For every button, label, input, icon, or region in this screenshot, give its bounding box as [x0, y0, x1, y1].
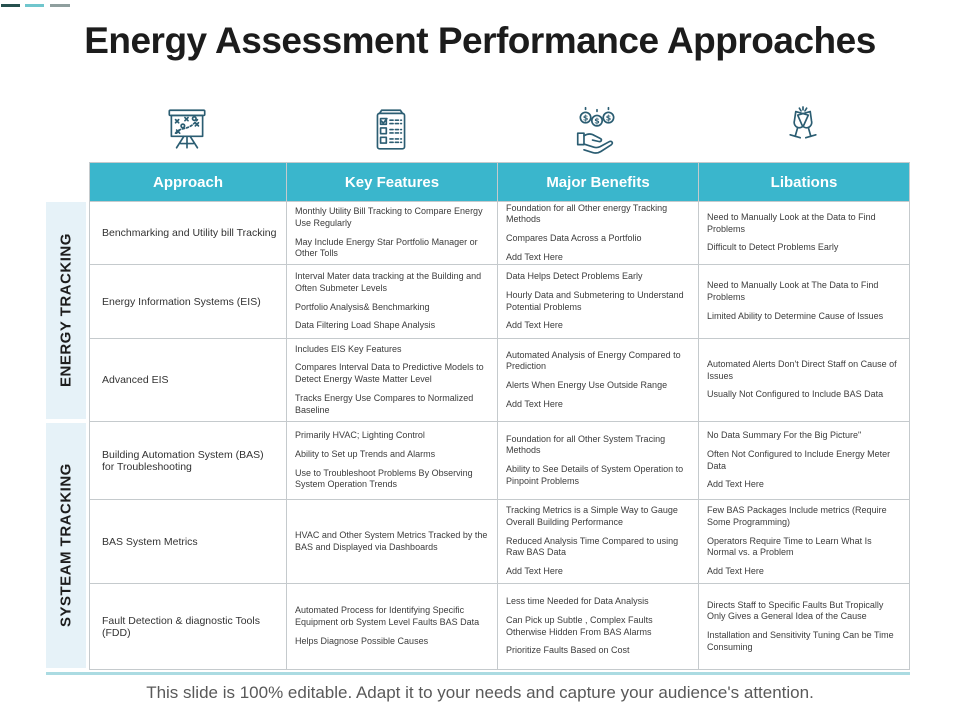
- libation-item: Need to Manually Look at the Data to Fin…: [707, 211, 876, 234]
- libations-cell: No Data Summary For the Big Picture" Oft…: [699, 422, 909, 499]
- libation-item: Need to Manually Look at The Data to Fin…: [707, 280, 879, 303]
- libation-item: Often Not Configured to Include Energy M…: [707, 448, 891, 471]
- libations-cell: Directs Staff to Specific Faults But Tro…: [699, 584, 909, 669]
- feature-item: Includes EIS Key Features: [295, 343, 402, 354]
- group-label-systeam-tracking: SYSTEAM TRACKING: [46, 423, 86, 668]
- header-libations: Libations: [699, 163, 909, 201]
- key-features-cell: Automated Process for Identifying Specif…: [287, 584, 497, 669]
- libation-item: Directs Staff to Specific Faults But Tro…: [707, 599, 884, 622]
- major-benefits-cell: Less time Needed for Data Analysis Can P…: [498, 584, 698, 669]
- key-features-cell: Monthly Utility Bill Tracking to Compare…: [287, 202, 497, 264]
- header-approach: Approach: [90, 163, 286, 201]
- feature-item: Helps Diagnose Possible Causes: [295, 635, 429, 646]
- key-features-cell: Interval Mater data tracking at the Buil…: [287, 265, 497, 338]
- benefit-item: Compares Data Across a Portfolio: [506, 233, 642, 243]
- approach-cell: Advanced EIS: [90, 339, 286, 421]
- key-features-cell: Includes EIS Key Features Compares Inter…: [287, 339, 497, 421]
- comparison-table: ENERGY TRACKING SYSTEAM TRACKING Approac…: [46, 162, 910, 670]
- feature-item: Automated Process for Identifying Specif…: [295, 605, 480, 628]
- benefit-item: Prioritize Faults Based on Cost: [506, 645, 630, 656]
- libation-item: No Data Summary For the Big Picture": [707, 430, 862, 441]
- decor-bar-3: [50, 4, 70, 7]
- libation-item: Installation and Sensitivity Tuning Can …: [707, 630, 894, 652]
- major-benefits-cell: Foundation for all Other System Tracing …: [498, 422, 698, 499]
- footer-note: This slide is 100% editable. Adapt it to…: [146, 683, 814, 702]
- major-benefits-cell: Data Helps Detect Problems Early Hourly …: [498, 265, 698, 338]
- benefit-item: Data Helps Detect Problems Early: [506, 271, 643, 282]
- libation-item: Add Text Here: [707, 566, 764, 577]
- table-underline: [46, 672, 910, 675]
- benefit-item: Alerts When Energy Use Outside Range: [506, 380, 668, 390]
- table-grid: Approach Key Features Major Benefits Lib…: [89, 162, 910, 670]
- libations-cell: Need to Manually Look at The Data to Fin…: [699, 265, 909, 338]
- benefit-item: Hourly Data and Submetering to Understan…: [506, 289, 684, 312]
- key-features-cell: Primarily HVAC; Lighting Control Ability…: [287, 422, 497, 499]
- header-key-features: Key Features: [287, 163, 497, 201]
- libation-item: Add Text Here: [707, 479, 764, 490]
- benefit-item: Can Pick up Subtle , Complex Faults Othe…: [506, 614, 653, 637]
- feature-item: Tracks Energy Use Compares to Normalized…: [295, 392, 474, 415]
- libation-item: Limited Ability to Determine Cause of Is…: [707, 310, 884, 321]
- feature-item: May Include Energy Star Portfolio Manage…: [295, 236, 478, 259]
- header-major-benefits: Major Benefits: [498, 163, 698, 201]
- benefit-item: Add Text Here: [506, 251, 563, 262]
- decor-bar-2: [25, 4, 44, 7]
- feature-item: Primarily HVAC; Lighting Control: [295, 430, 425, 441]
- benefit-item: Add Text Here: [506, 320, 563, 331]
- libation-item: Few BAS Packages Include metrics (Requir…: [707, 505, 887, 527]
- row-group-labels: ENERGY TRACKING SYSTEAM TRACKING: [46, 162, 86, 670]
- feature-item: Portfolio Analysis& Benchmarking: [295, 301, 430, 312]
- cheers-glasses-icon: [778, 104, 828, 159]
- feature-item: Monthly Utility Bill Tracking to Compare…: [295, 206, 483, 228]
- libations-cell: Need to Manually Look at the Data to Fin…: [699, 202, 909, 264]
- approach-cell: Benchmarking and Utility bill Tracking: [90, 202, 286, 264]
- benefit-item: Reduced Analysis Time Compared to using …: [506, 535, 679, 558]
- libations-cell: Few BAS Packages Include metrics (Requir…: [699, 500, 909, 583]
- benefit-item: Tracking Metrics is a Simple Way to Gaug…: [506, 505, 678, 527]
- key-features-cell: HVAC and Other System Metrics Tracked by…: [287, 500, 497, 583]
- libation-item: Operators Require Time to Learn What Is …: [707, 535, 872, 558]
- feature-item: Data Filtering Load Shape Analysis: [295, 320, 436, 331]
- svg-text:$: $: [606, 113, 611, 122]
- approach-cell: BAS System Metrics: [90, 500, 286, 583]
- benefit-item: Foundation for all Other energy Tracking…: [506, 202, 668, 225]
- checklist-icon: [366, 104, 416, 159]
- svg-text:$: $: [583, 113, 588, 122]
- coins-in-hand-icon: $ $ $: [572, 104, 622, 159]
- major-benefits-cell: Tracking Metrics is a Simple Way to Gaug…: [498, 500, 698, 583]
- benefit-item: Foundation for all Other System Tracing …: [506, 433, 666, 456]
- approach-cell: Energy Information Systems (EIS): [90, 265, 286, 338]
- major-benefits-cell: Foundation for all Other energy Tracking…: [498, 202, 698, 264]
- group-label-energy-tracking: ENERGY TRACKING: [46, 202, 86, 419]
- libations-cell: Automated Alerts Don't Direct Staff on C…: [699, 339, 909, 421]
- feature-item: Ability to Set up Trends and Alarms: [295, 448, 436, 459]
- feature-item: Use to Troubleshoot Problems By Observin…: [295, 467, 473, 490]
- approach-cell: Fault Detection & diagnostic Tools (FDD): [90, 584, 286, 669]
- feature-item: Interval Mater data tracking at the Buil…: [295, 271, 482, 293]
- major-benefits-cell: Automated Analysis of Energy Compared to…: [498, 339, 698, 421]
- benefit-item: Less time Needed for Data Analysis: [506, 596, 649, 607]
- benefit-item: Automated Analysis of Energy Compared to…: [506, 349, 681, 372]
- column-icons-row: $ $ $: [89, 104, 908, 158]
- feature-item: Compares Interval Data to Predictive Mod…: [295, 362, 484, 385]
- svg-text:$: $: [594, 116, 599, 125]
- libation-item: Usually Not Configured to Include BAS Da…: [707, 389, 884, 400]
- page-title: Energy Assessment Performance Approaches: [84, 20, 876, 61]
- benefit-item: Ability to See Details of System Operati…: [506, 464, 684, 486]
- decor-bar-1: [1, 4, 20, 7]
- libation-item: Difficult to Detect Problems Early: [707, 242, 839, 253]
- approach-cell: Building Automation System (BAS) for Tro…: [90, 422, 286, 499]
- side-spacer: [46, 162, 86, 202]
- feature-item: HVAC and Other System Metrics Tracked by…: [295, 529, 488, 552]
- libation-item: Automated Alerts Don't Direct Staff on C…: [707, 358, 897, 381]
- benefit-item: Add Text Here: [506, 398, 563, 409]
- strategy-board-icon: [162, 104, 212, 159]
- benefit-item: Add Text Here: [506, 566, 563, 577]
